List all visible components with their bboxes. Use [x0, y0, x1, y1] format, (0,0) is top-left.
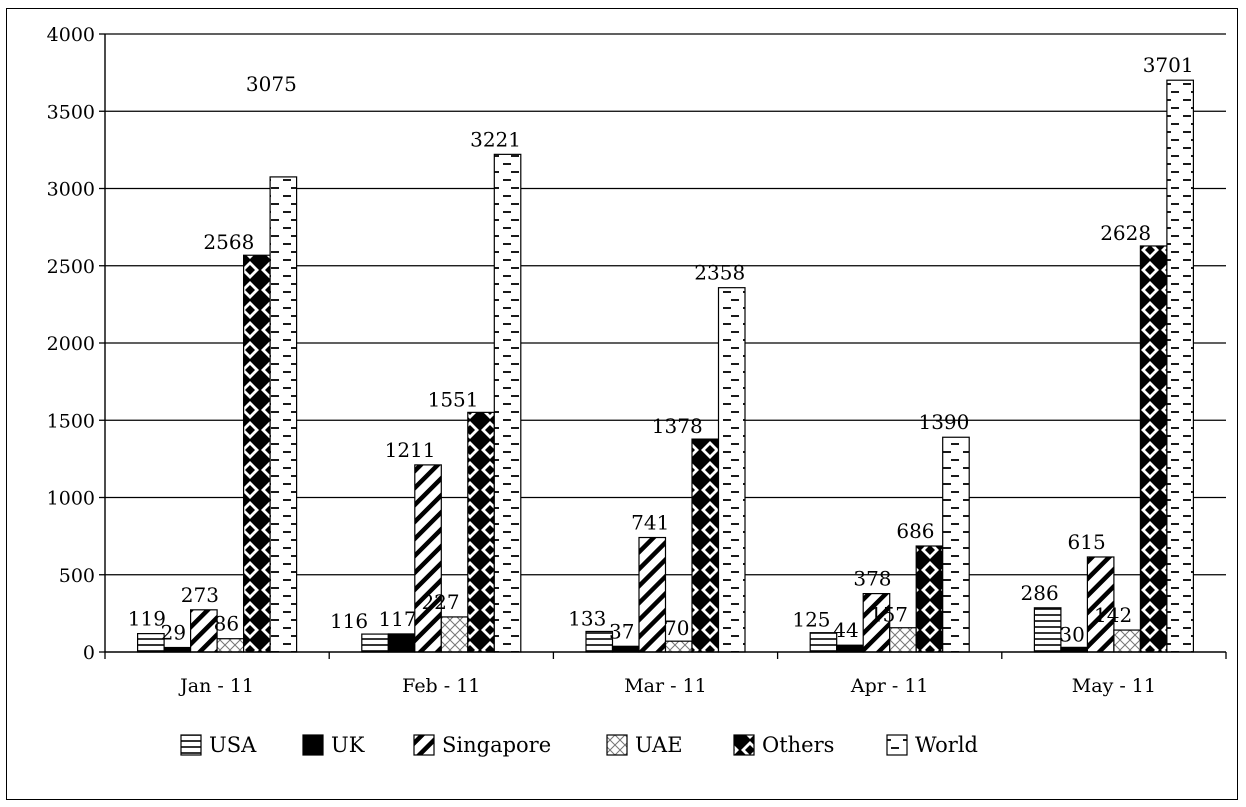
- data-label: 117: [378, 607, 416, 631]
- legend-item-usa: USA: [180, 733, 257, 757]
- data-label: 273: [181, 583, 219, 607]
- bar-uae: [216, 638, 245, 653]
- data-label: 119: [128, 607, 166, 631]
- bar-singapore: [1086, 556, 1115, 653]
- data-label: 2358: [694, 261, 745, 285]
- bar-singapore: [638, 536, 667, 653]
- data-label: 1551: [428, 387, 479, 411]
- legend-item-uk: UK: [302, 733, 365, 757]
- legend-item-uae: UAE: [606, 733, 683, 757]
- bar-world: [493, 153, 522, 653]
- legend-label: UK: [331, 733, 365, 757]
- data-label: 157: [870, 603, 908, 627]
- data-label: 741: [631, 511, 669, 535]
- axes: 0 500 1000 1500 2000 2500 3000 3500 4000 Jan - 11…: [47, 24, 1227, 697]
- bar-uk: [387, 633, 416, 653]
- y-tick-label: 4000: [47, 24, 95, 46]
- y-tick-label: 2500: [47, 256, 95, 278]
- bar-singapore: [862, 592, 891, 653]
- bar-others: [243, 254, 271, 653]
- data-label: 70: [664, 616, 689, 640]
- x-tick-label: Apr - 11: [850, 675, 929, 697]
- bar-world: [1166, 79, 1195, 653]
- bar-uae: [1113, 629, 1142, 653]
- bar-uae: [664, 640, 693, 653]
- legend-label: Others: [762, 733, 834, 757]
- data-label: 125: [792, 608, 830, 632]
- x-tick-label: Feb - 11: [402, 675, 480, 697]
- bar-world: [269, 176, 298, 653]
- legend-label: UAE: [635, 733, 683, 757]
- legend-label: World: [915, 733, 978, 757]
- data-label: 3221: [470, 127, 521, 151]
- y-tick-label: 500: [59, 565, 95, 587]
- y-tick-label: 1500: [47, 410, 95, 432]
- data-label: 86: [214, 612, 239, 636]
- y-tick-label: 2000: [47, 333, 95, 355]
- legend-swatch: [302, 734, 324, 756]
- x-tick-label: May - 11: [1072, 675, 1156, 697]
- data-label: 44: [833, 618, 858, 642]
- data-label: 2568: [203, 230, 254, 254]
- data-label: 2628: [1100, 221, 1151, 245]
- bar-uk: [836, 644, 864, 653]
- data-label: 1211: [385, 438, 436, 462]
- data-label: 3075: [246, 72, 297, 96]
- chart-frame: [6, 8, 1238, 800]
- x-tick-label: Jan - 11: [178, 675, 254, 697]
- data-label: 116: [330, 609, 368, 633]
- bar-singapore: [414, 464, 442, 653]
- legend-swatch: [413, 734, 435, 756]
- bar-world: [942, 436, 970, 653]
- bar-uk: [611, 645, 640, 653]
- bar-world: [717, 287, 746, 653]
- legend-swatch: [886, 734, 908, 756]
- bar-others: [1139, 245, 1168, 653]
- bar-others: [915, 545, 944, 653]
- data-label: 227: [421, 590, 459, 614]
- y-tick-label: 3500: [47, 101, 95, 123]
- data-label: 30: [1059, 622, 1084, 646]
- bar-usa: [361, 633, 389, 653]
- legend: USA UK Singapore UAE Others World: [180, 733, 978, 757]
- legend-label: USA: [209, 733, 257, 757]
- bar-others: [467, 411, 495, 653]
- data-label: 133: [568, 606, 606, 630]
- legend-item-singapore: Singapore: [413, 733, 551, 757]
- legend-label: Singapore: [442, 733, 551, 757]
- x-tick-label: Mar - 11: [624, 675, 707, 697]
- y-tick-label: 0: [83, 642, 95, 664]
- data-label: 1378: [652, 414, 703, 438]
- data-label: 1390: [918, 410, 969, 434]
- legend-swatch: [733, 734, 755, 756]
- legend-swatch: [180, 734, 202, 756]
- legend-item-others: Others: [733, 733, 834, 757]
- legend-item-world: World: [886, 733, 978, 757]
- data-label: 3701: [1143, 53, 1194, 77]
- data-label: 286: [1021, 581, 1059, 605]
- bar-uae: [889, 627, 917, 653]
- data-label: 378: [853, 567, 891, 591]
- bar-uae: [440, 616, 469, 653]
- legend-swatch: [606, 734, 628, 756]
- data-label: 142: [1094, 603, 1132, 627]
- data-label: 615: [1068, 530, 1106, 554]
- data-label: 29: [161, 621, 186, 645]
- bar-usa: [1033, 607, 1062, 653]
- bars: [137, 79, 1195, 653]
- data-label: 686: [896, 519, 934, 543]
- bar-others: [691, 438, 720, 653]
- y-tick-label: 3000: [47, 179, 95, 201]
- data-label: 37: [609, 619, 634, 643]
- y-tick-label: 1000: [47, 488, 95, 510]
